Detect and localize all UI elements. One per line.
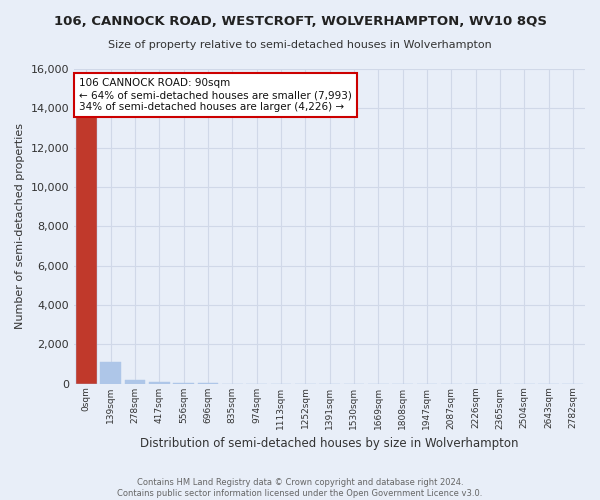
Text: Contains HM Land Registry data © Crown copyright and database right 2024.
Contai: Contains HM Land Registry data © Crown c… [118,478,482,498]
X-axis label: Distribution of semi-detached houses by size in Wolverhampton: Distribution of semi-detached houses by … [140,437,519,450]
Text: 106, CANNOCK ROAD, WESTCROFT, WOLVERHAMPTON, WV10 8QS: 106, CANNOCK ROAD, WESTCROFT, WOLVERHAMP… [53,15,547,28]
Bar [173,383,194,384]
Text: 106 CANNOCK ROAD: 90sqm
← 64% of semi-detached houses are smaller (7,993)
34% of: 106 CANNOCK ROAD: 90sqm ← 64% of semi-de… [79,78,352,112]
Bar [125,380,145,384]
Bar [149,382,170,384]
Bar [76,73,97,384]
Y-axis label: Number of semi-detached properties: Number of semi-detached properties [15,124,25,330]
Bar [100,362,121,384]
Text: Size of property relative to semi-detached houses in Wolverhampton: Size of property relative to semi-detach… [108,40,492,50]
